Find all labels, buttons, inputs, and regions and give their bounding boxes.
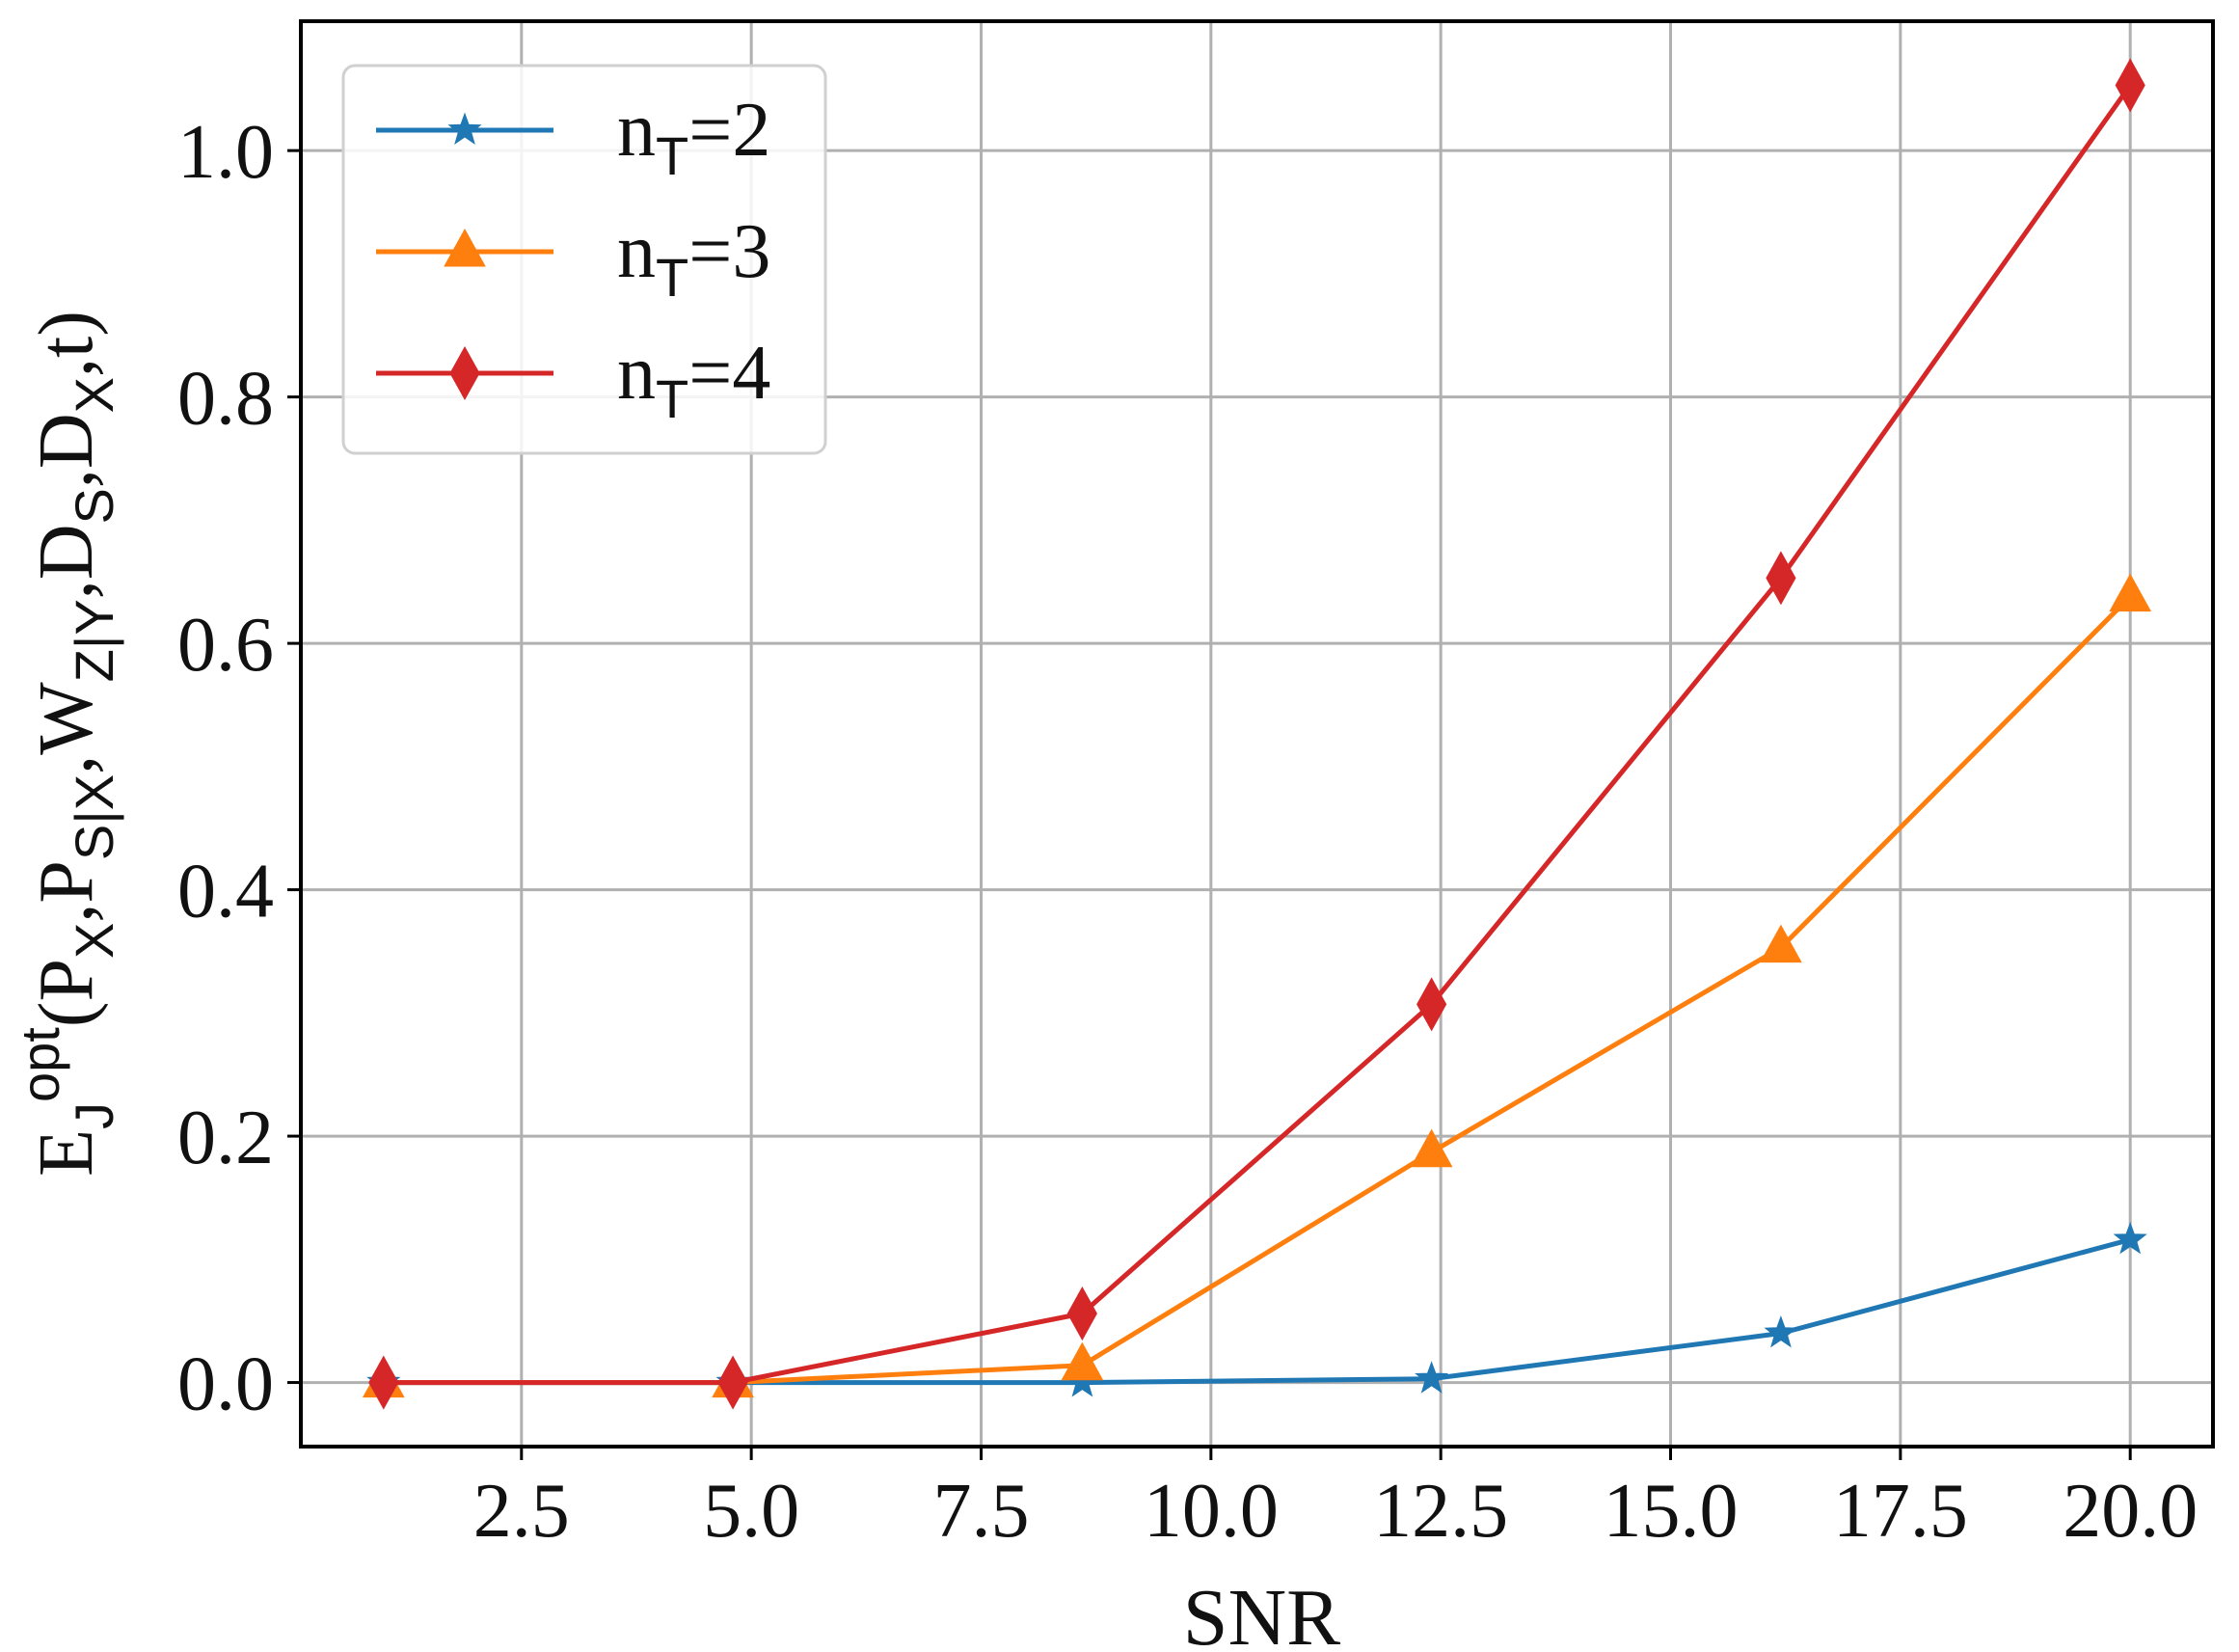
legend-label: nT=2 bbox=[617, 88, 770, 186]
x-tick-label: 12.5 bbox=[1373, 1469, 1508, 1554]
data-point-star bbox=[1415, 1361, 1449, 1394]
data-point-triangle bbox=[2109, 573, 2152, 612]
y-tick-label: 0.8 bbox=[177, 357, 274, 442]
y-axis-title-part: ,W bbox=[24, 682, 109, 774]
data-point-diamond bbox=[368, 1355, 399, 1410]
x-tick-label: 17.5 bbox=[1833, 1469, 1968, 1554]
plot-series bbox=[362, 58, 2152, 1410]
data-point-triangle bbox=[1061, 1341, 1104, 1381]
series-line bbox=[383, 83, 2133, 1386]
legend-label: nT=4 bbox=[617, 331, 770, 429]
data-point-diamond bbox=[1066, 1286, 1097, 1341]
x-tick-label: 10.0 bbox=[1144, 1469, 1279, 1554]
data-point-triangle bbox=[1760, 924, 1802, 963]
data-point-star bbox=[2113, 1221, 2147, 1255]
y-tick-label: 1.0 bbox=[177, 110, 274, 195]
series-triangle bbox=[362, 573, 2152, 1398]
x-tick-label: 7.5 bbox=[932, 1469, 1029, 1554]
legend-item: nT=4 bbox=[376, 331, 770, 429]
data-point-star bbox=[447, 112, 482, 145]
y-tick-label: 0.4 bbox=[177, 850, 274, 934]
y-axis-title-part: opt bbox=[10, 1027, 70, 1102]
x-tick-label: 2.5 bbox=[473, 1469, 570, 1554]
series-diamond bbox=[368, 58, 2145, 1410]
y-axis-title-part: S|X bbox=[64, 774, 124, 860]
data-point-triangle bbox=[444, 228, 486, 267]
data-point-diamond bbox=[1416, 977, 1447, 1032]
grid bbox=[301, 21, 2213, 1447]
legend-item: nT=3 bbox=[376, 209, 770, 308]
legend-label: nT=3 bbox=[617, 209, 770, 308]
y-axis-title-part: ,t) bbox=[24, 311, 109, 377]
data-point-triangle bbox=[1410, 1128, 1453, 1168]
y-axis-title-part: J bbox=[64, 1102, 124, 1129]
plot-frame bbox=[299, 19, 2215, 1449]
y-axis-title-part: (P bbox=[24, 959, 109, 1027]
y-tick-label: 0.6 bbox=[177, 603, 274, 688]
x-tick-label: 15.0 bbox=[1604, 1469, 1739, 1554]
y-axis-title: EJopt(PX,PS|X,WZ|Y,DS,DX,t) bbox=[10, 311, 124, 1177]
data-point-diamond bbox=[717, 1355, 748, 1410]
x-tick-label: 20.0 bbox=[2063, 1469, 2198, 1554]
y-axis-title-part: X bbox=[64, 377, 124, 413]
x-axis: 2.5 5.0 7.5 10.0 12.5 15.0 17.5 20.0 bbox=[473, 1447, 2198, 1554]
data-point-star bbox=[1764, 1315, 1798, 1348]
legend-item: nT=2 bbox=[376, 88, 770, 186]
y-tick-label: 0.0 bbox=[177, 1342, 274, 1427]
data-point-diamond bbox=[1766, 551, 1796, 606]
y-axis-title-part: S bbox=[64, 488, 124, 524]
x-tick-label: 5.0 bbox=[703, 1469, 799, 1554]
svg-text:EJopt(PX,PS|X,WZ|Y,DS,DX,t): EJopt(PX,PS|X,WZ|Y,DS,DX,t) bbox=[10, 311, 124, 1177]
x-axis-title: SNR bbox=[1183, 1573, 1340, 1652]
series-line bbox=[383, 594, 2132, 1386]
y-axis-title-part: ,D bbox=[24, 524, 109, 599]
y-axis-title-part: E bbox=[24, 1129, 109, 1177]
y-axis-title-part: ,P bbox=[24, 860, 109, 923]
legend: nT=2 nT=3 nT=4 bbox=[341, 64, 827, 455]
data-point-diamond bbox=[2115, 58, 2145, 113]
series-star bbox=[366, 1221, 2147, 1397]
y-axis-title-part: X bbox=[64, 923, 124, 959]
y-axis-title-part: Z|Y bbox=[64, 599, 124, 682]
y-axis: 0.0 0.2 0.4 0.6 0.8 1.0 bbox=[177, 110, 301, 1427]
data-point-diamond bbox=[449, 345, 480, 401]
y-tick-label: 0.2 bbox=[177, 1096, 274, 1180]
y-axis-title-part: ,D bbox=[24, 413, 109, 488]
